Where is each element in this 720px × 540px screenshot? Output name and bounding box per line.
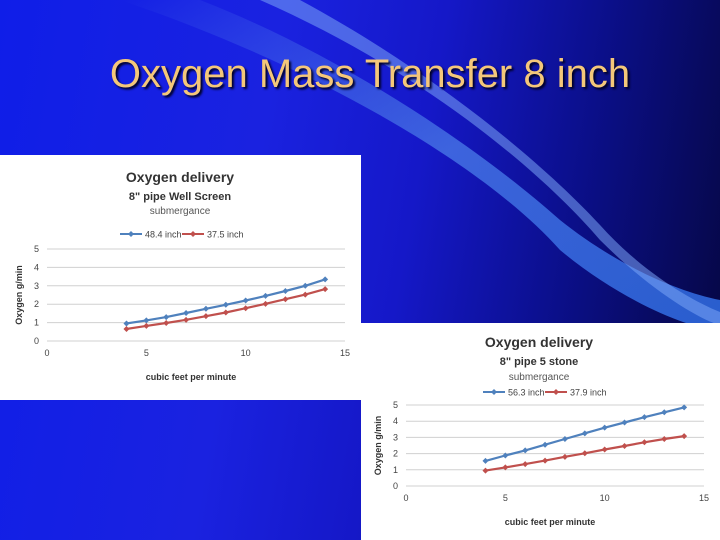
legend-label-0: 56.3 inch [508, 388, 545, 398]
data-point [641, 414, 648, 421]
x-tick-label: 10 [600, 493, 610, 503]
data-point [681, 404, 688, 411]
data-point [601, 446, 608, 453]
y-tick-label: 3 [34, 281, 39, 291]
data-point [222, 301, 229, 308]
data-point [661, 409, 668, 416]
y-tick-label: 1 [34, 318, 39, 328]
x-tick-label: 15 [340, 348, 350, 358]
data-point [302, 291, 309, 298]
data-point [561, 436, 568, 443]
data-point [581, 430, 588, 437]
y-tick-label: 0 [393, 481, 398, 491]
data-point [282, 296, 289, 303]
legend-title: submergance [509, 372, 570, 383]
data-point [522, 461, 529, 468]
data-point [262, 300, 269, 307]
chart-subtitle: 8" pipe Well Screen [129, 191, 231, 203]
slide-title: Oxygen Mass Transfer 8 inch [109, 52, 631, 96]
chart-title: Oxygen delivery [126, 169, 234, 185]
data-point [482, 467, 489, 474]
data-point [661, 436, 668, 443]
y-axis-label: Oxygen g/min [14, 265, 24, 325]
data-point [143, 317, 150, 324]
data-point [542, 457, 549, 464]
y-tick-label: 5 [393, 400, 398, 410]
legend-marker-1 [190, 231, 196, 237]
data-point [621, 442, 628, 449]
data-point [322, 286, 329, 293]
data-point [123, 326, 130, 333]
data-point [641, 439, 648, 446]
data-point [123, 320, 130, 327]
data-point [302, 282, 309, 289]
chart-well-screen-svg: Oxygen delivery 8" pipe Well Screen submer… [14, 169, 350, 382]
data-point [502, 452, 509, 459]
data-point [183, 316, 190, 323]
data-point [282, 287, 289, 294]
data-point [262, 292, 269, 299]
data-point [242, 297, 249, 304]
data-point [183, 310, 190, 317]
chart-title: Oxygen delivery [485, 334, 593, 350]
legend-label-0: 48.4 inch [145, 230, 182, 240]
x-tick-label: 15 [699, 493, 709, 503]
x-tick-label: 10 [241, 348, 251, 358]
legend-marker-0 [128, 231, 134, 237]
y-tick-label: 0 [34, 336, 39, 346]
data-point [681, 433, 688, 440]
legend-title: submergance [150, 206, 211, 217]
data-point [482, 457, 489, 464]
y-tick-label: 4 [34, 262, 39, 272]
legend-marker-0 [491, 389, 497, 395]
legend-label-1: 37.9 inch [570, 388, 607, 398]
y-tick-label: 3 [393, 432, 398, 442]
x-tick-label: 5 [144, 348, 149, 358]
data-point [581, 450, 588, 457]
data-point [242, 305, 249, 312]
y-tick-label: 2 [393, 449, 398, 459]
data-point [143, 322, 150, 329]
data-point [163, 319, 170, 326]
data-point [542, 441, 549, 448]
data-point [561, 453, 568, 460]
y-tick-label: 5 [34, 244, 39, 254]
data-point [222, 309, 229, 316]
x-tick-label: 5 [503, 493, 508, 503]
chart-5-stone-svg: Oxygen delivery 8" pipe 5 stone submerganc… [373, 334, 709, 527]
chart-subtitle: 8" pipe 5 stone [500, 356, 579, 368]
data-point [202, 313, 209, 320]
x-tick-label: 0 [403, 493, 408, 503]
y-tick-label: 1 [393, 465, 398, 475]
y-axis-label: Oxygen g/min [373, 416, 383, 476]
data-point [522, 447, 529, 454]
data-point [621, 419, 628, 426]
data-point [202, 305, 209, 312]
data-point [322, 276, 329, 283]
chart-well-screen: Oxygen delivery 8" pipe Well Screen submer… [0, 155, 361, 400]
x-tick-label: 0 [44, 348, 49, 358]
y-tick-label: 2 [34, 299, 39, 309]
x-axis-label: cubic feet per minute [146, 372, 237, 382]
chart-5-stone: Oxygen delivery 8" pipe 5 stone submerganc… [361, 323, 720, 540]
data-point [601, 424, 608, 431]
data-point [163, 314, 170, 321]
legend-label-1: 37.5 inch [207, 230, 244, 240]
legend-marker-1 [553, 389, 559, 395]
x-axis-label: cubic feet per minute [505, 517, 596, 527]
data-point [502, 464, 509, 471]
y-tick-label: 4 [393, 416, 398, 426]
